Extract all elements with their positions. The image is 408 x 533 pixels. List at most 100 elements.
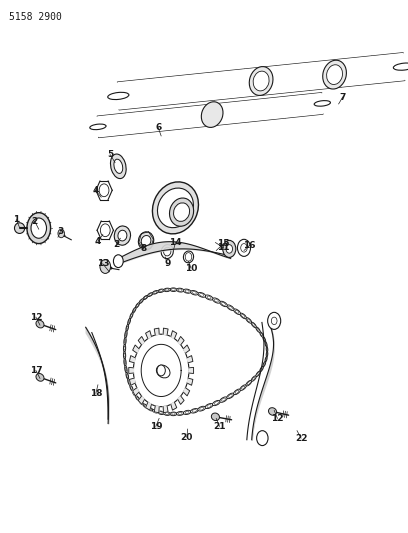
Ellipse shape [125, 331, 127, 338]
Ellipse shape [27, 213, 51, 244]
Ellipse shape [135, 395, 140, 401]
Text: 15: 15 [217, 239, 230, 248]
Ellipse shape [133, 391, 136, 396]
Ellipse shape [141, 236, 151, 246]
Polygon shape [129, 367, 133, 374]
Ellipse shape [126, 373, 129, 379]
Ellipse shape [90, 124, 106, 130]
Ellipse shape [314, 101, 330, 106]
Ellipse shape [266, 352, 268, 357]
Ellipse shape [164, 412, 170, 415]
Text: 17: 17 [30, 366, 42, 375]
Text: 7: 7 [339, 93, 346, 101]
Polygon shape [171, 330, 177, 338]
Ellipse shape [184, 251, 193, 263]
Ellipse shape [36, 320, 44, 328]
Ellipse shape [139, 400, 144, 405]
Ellipse shape [223, 240, 236, 257]
Ellipse shape [249, 67, 273, 95]
Ellipse shape [153, 182, 198, 234]
Ellipse shape [148, 407, 153, 411]
Ellipse shape [205, 403, 213, 409]
Ellipse shape [143, 404, 148, 408]
Ellipse shape [157, 365, 165, 376]
Ellipse shape [265, 357, 267, 362]
Ellipse shape [323, 60, 346, 89]
Text: 18: 18 [90, 389, 102, 398]
Polygon shape [189, 367, 193, 374]
Ellipse shape [240, 385, 246, 390]
Ellipse shape [114, 226, 131, 245]
Ellipse shape [130, 312, 133, 319]
Ellipse shape [251, 322, 256, 328]
Ellipse shape [15, 223, 25, 233]
Text: 19: 19 [150, 422, 162, 431]
Ellipse shape [31, 218, 47, 238]
Ellipse shape [198, 406, 206, 411]
Text: 21: 21 [213, 422, 226, 431]
Ellipse shape [220, 397, 227, 402]
Ellipse shape [164, 247, 171, 256]
Ellipse shape [36, 374, 44, 381]
Ellipse shape [253, 71, 269, 91]
Polygon shape [146, 330, 151, 338]
Ellipse shape [220, 301, 227, 306]
Ellipse shape [164, 288, 170, 292]
Ellipse shape [124, 337, 126, 345]
Ellipse shape [263, 337, 266, 342]
Ellipse shape [128, 379, 131, 385]
Ellipse shape [126, 325, 129, 331]
Ellipse shape [256, 327, 260, 333]
Text: 22: 22 [295, 434, 307, 442]
Ellipse shape [211, 413, 220, 421]
Ellipse shape [237, 239, 251, 256]
Polygon shape [118, 53, 405, 110]
Text: 5158 2900: 5158 2900 [9, 12, 62, 22]
Ellipse shape [326, 64, 343, 85]
Polygon shape [187, 378, 193, 385]
Ellipse shape [157, 188, 193, 228]
Ellipse shape [170, 412, 177, 416]
Ellipse shape [170, 288, 177, 292]
Text: 3: 3 [57, 228, 64, 236]
Ellipse shape [257, 431, 268, 446]
Ellipse shape [266, 346, 268, 352]
Ellipse shape [158, 289, 164, 293]
Text: 13: 13 [97, 260, 109, 268]
Polygon shape [133, 345, 139, 353]
Ellipse shape [161, 245, 173, 259]
Ellipse shape [158, 411, 164, 415]
Polygon shape [138, 336, 144, 345]
Polygon shape [183, 388, 190, 396]
Ellipse shape [241, 244, 247, 252]
Polygon shape [183, 345, 190, 353]
Polygon shape [154, 406, 159, 413]
Ellipse shape [124, 359, 126, 366]
Ellipse shape [393, 63, 408, 70]
Polygon shape [178, 336, 184, 345]
Ellipse shape [156, 365, 170, 378]
Ellipse shape [113, 255, 123, 268]
Ellipse shape [58, 229, 64, 238]
Ellipse shape [184, 410, 191, 415]
Ellipse shape [227, 305, 234, 310]
Ellipse shape [130, 385, 133, 391]
Ellipse shape [111, 154, 126, 179]
Ellipse shape [133, 308, 136, 313]
Ellipse shape [139, 299, 144, 303]
Ellipse shape [169, 198, 194, 226]
Polygon shape [133, 388, 139, 396]
Ellipse shape [191, 290, 198, 295]
Polygon shape [171, 402, 177, 410]
Ellipse shape [213, 400, 220, 406]
Ellipse shape [148, 293, 153, 296]
Text: 12: 12 [271, 414, 284, 423]
Text: 8: 8 [140, 245, 147, 253]
Text: 16: 16 [244, 241, 256, 249]
Polygon shape [187, 356, 193, 363]
Text: 11: 11 [217, 244, 230, 252]
Polygon shape [163, 406, 168, 413]
Ellipse shape [118, 230, 127, 241]
Ellipse shape [205, 295, 213, 300]
Text: 9: 9 [164, 260, 171, 268]
